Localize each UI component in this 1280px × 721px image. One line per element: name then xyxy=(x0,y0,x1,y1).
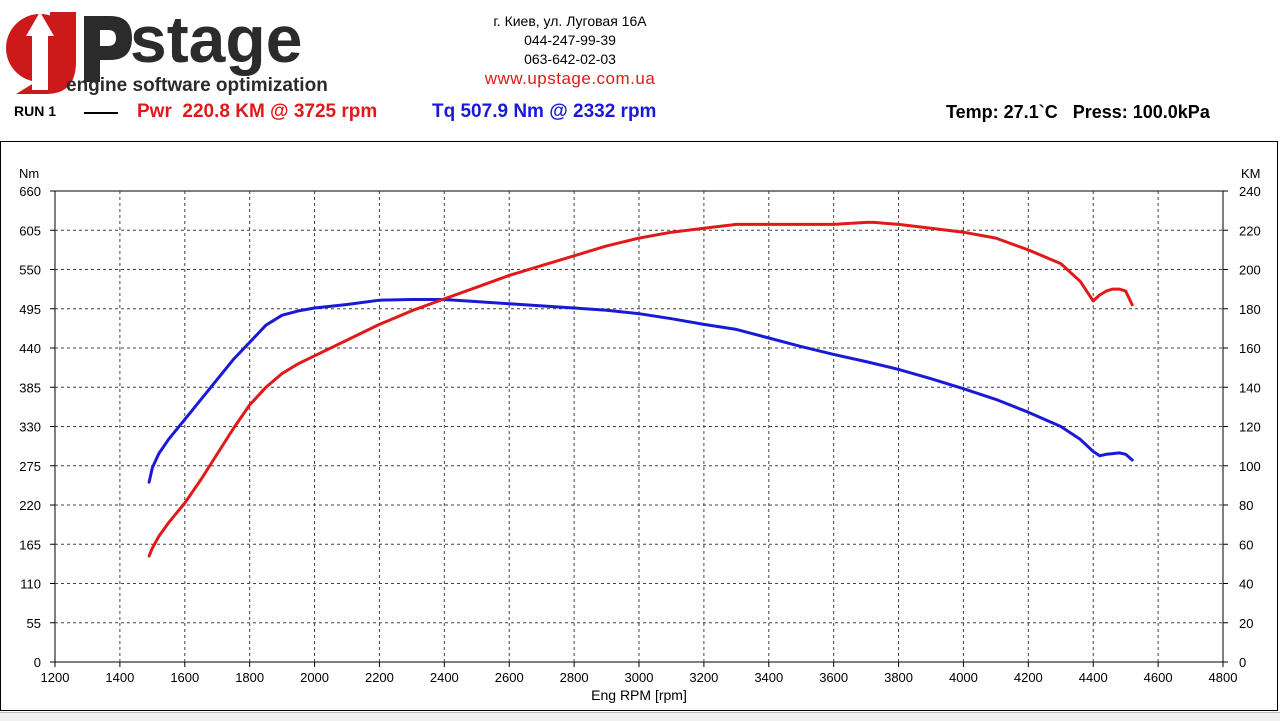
x-tick-label: 4400 xyxy=(1079,670,1108,685)
phone-1: 044-247-99-39 xyxy=(524,32,616,48)
y-left-tick-label: 660 xyxy=(19,184,41,199)
x-tick-label: 4000 xyxy=(949,670,978,685)
y-left-tick-label: 385 xyxy=(19,380,41,395)
pressure-readout: Press: 100.0kPa xyxy=(1072,102,1210,122)
y-right-tick-label: 40 xyxy=(1239,577,1253,592)
power-curve xyxy=(147,220,1134,558)
logo-tagline: engine software optimization xyxy=(66,75,328,96)
x-tick-label: 2400 xyxy=(430,670,459,685)
run-label: RUN 1 xyxy=(14,103,57,119)
x-tick-label: 4800 xyxy=(1209,670,1238,685)
x-tick-label: 3200 xyxy=(689,670,718,685)
dyno-chart: 1200 1400 1600 1800 2000 2200 2400 2600 2800 3000… xyxy=(19,166,1261,703)
y-left-tick-label: 605 xyxy=(19,223,41,238)
power-summary: Pwr 220.8 KM @ 3725 rpm xyxy=(137,101,378,122)
x-tick-label: 4200 xyxy=(1014,670,1043,685)
x-tick-label: 3000 xyxy=(625,670,654,685)
y-left-tick-label: 440 xyxy=(19,341,41,356)
y-right-tick-label: 240 xyxy=(1239,184,1261,199)
y-right-tick-label: 60 xyxy=(1239,537,1253,552)
bottom-status-strip xyxy=(0,712,1280,721)
x-tick-label: 2800 xyxy=(560,670,589,685)
y-right-axis-label: KM xyxy=(1241,166,1261,181)
y-right-tick-label: 100 xyxy=(1239,459,1261,474)
y-left-tick-label: 55 xyxy=(27,616,41,631)
x-tick-label: 3600 xyxy=(819,670,848,685)
y-right-tick-label: 160 xyxy=(1239,341,1261,356)
y-left-tick-label: 220 xyxy=(19,498,41,513)
x-tick-label: 1400 xyxy=(105,670,134,685)
phone-2: 063-642-02-03 xyxy=(524,51,616,67)
y-left-tick-label: 0 xyxy=(34,655,41,670)
y-right-tick-label: 120 xyxy=(1239,420,1261,435)
y-right-tick-label: 20 xyxy=(1239,616,1253,631)
address: г. Киев, ул. Луговая 16А xyxy=(493,13,647,29)
y-right-tick-label: 220 xyxy=(1239,223,1261,238)
contacts-block: г. Киев, ул. Луговая 16А 044-247-99-39 0… xyxy=(420,12,720,88)
y-left-tick-label: 275 xyxy=(19,459,41,474)
y-right-tick-label: 180 xyxy=(1239,302,1261,317)
y-left-tick-label: 110 xyxy=(20,577,41,592)
x-tick-label: 1800 xyxy=(235,670,264,685)
y-left-tick-label: 550 xyxy=(19,263,41,278)
dyno-chart-frame: 1200 1400 1600 1800 2000 2200 2400 2600 2800 3000… xyxy=(0,141,1278,711)
torque-curve xyxy=(147,298,1134,484)
y-right-tick-label: 200 xyxy=(1239,263,1261,278)
x-tick-label: 2200 xyxy=(365,670,394,685)
x-axis-label: Eng RPM [rpm] xyxy=(591,687,687,703)
y-left-tick-label: 330 xyxy=(19,420,41,435)
y-left-tick-label: 495 xyxy=(19,302,41,317)
x-tick-label: 1200 xyxy=(41,670,70,685)
y-right-tick-label: 0 xyxy=(1239,655,1246,670)
logo-arrow-up xyxy=(26,12,54,36)
y-left-axis-label: Nm xyxy=(19,166,39,181)
x-tick-label: 2000 xyxy=(300,670,329,685)
y-right-tick-label: 140 xyxy=(1239,380,1261,395)
x-tick-label: 1600 xyxy=(170,670,199,685)
x-tick-label: 2600 xyxy=(495,670,524,685)
environment-readout: Temp: 27.1`C Press: 100.0kPa xyxy=(946,102,1210,123)
run-legend-line xyxy=(84,112,118,114)
temperature-readout: Temp: 27.1`C xyxy=(946,102,1058,122)
website-link[interactable]: www.upstage.com.ua xyxy=(484,69,656,88)
y-left-tick-label: 165 xyxy=(19,537,41,552)
y-right-tick-label: 80 xyxy=(1239,498,1253,513)
logo-wordmark: stage xyxy=(130,2,302,76)
x-tick-label: 3800 xyxy=(884,670,913,685)
x-tick-label: 3400 xyxy=(754,670,783,685)
torque-summary: Tq 507.9 Nm @ 2332 rpm xyxy=(432,101,657,122)
upstage-logo: stage engine software optimization xyxy=(6,2,328,96)
x-tick-label: 4600 xyxy=(1144,670,1173,685)
